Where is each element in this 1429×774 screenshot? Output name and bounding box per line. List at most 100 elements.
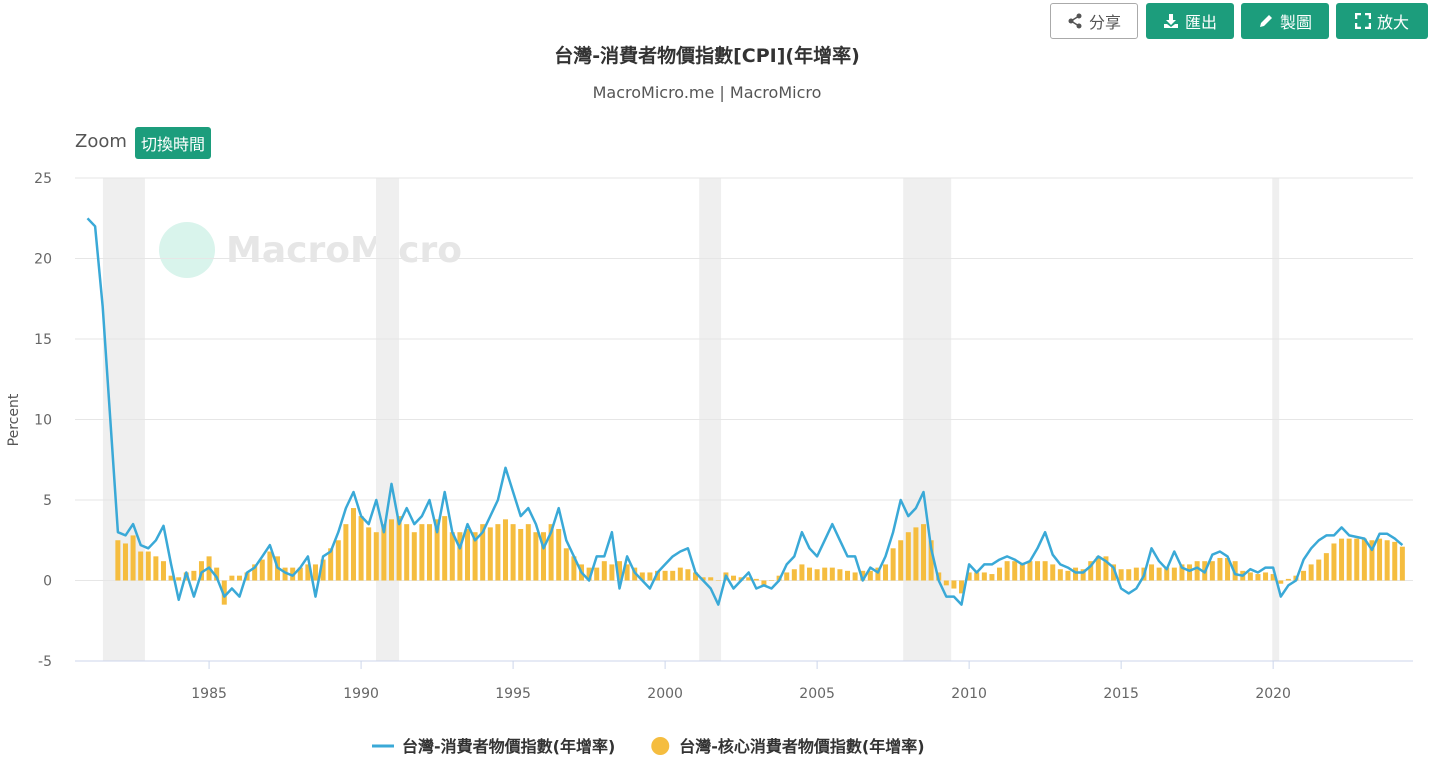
core-cpi-bar bbox=[198, 561, 204, 581]
core-cpi-bar bbox=[495, 524, 501, 581]
core-cpi-bar bbox=[1255, 574, 1261, 581]
core-cpi-bar bbox=[1377, 538, 1383, 581]
core-cpi-bar bbox=[328, 548, 334, 581]
core-cpi-bar bbox=[693, 572, 699, 581]
core-cpi-bar bbox=[708, 577, 714, 581]
core-cpi-bar bbox=[1232, 561, 1238, 581]
core-cpi-bar bbox=[533, 532, 539, 581]
core-cpi-bar bbox=[761, 580, 767, 586]
core-cpi-bar bbox=[1179, 564, 1185, 581]
core-cpi-bar bbox=[525, 524, 531, 581]
core-cpi-bar bbox=[1073, 567, 1079, 581]
core-cpi-bar bbox=[1361, 538, 1367, 581]
core-cpi-bar bbox=[183, 572, 189, 581]
core-cpi-bar bbox=[176, 577, 182, 581]
core-cpi-bar bbox=[145, 551, 151, 581]
recession-band bbox=[375, 178, 400, 661]
share-button[interactable]: 分享 bbox=[1050, 3, 1138, 39]
recession-band bbox=[903, 178, 952, 661]
core-cpi-bar bbox=[655, 570, 661, 581]
export-button[interactable]: 匯出 bbox=[1146, 3, 1234, 39]
core-cpi-bar bbox=[662, 570, 668, 581]
core-cpi-bar bbox=[989, 574, 995, 581]
core-cpi-bar bbox=[1384, 540, 1390, 581]
core-cpi-bar bbox=[1004, 561, 1010, 581]
draw-icon bbox=[1259, 15, 1272, 27]
core-cpi-bar bbox=[799, 564, 805, 581]
core-cpi-bar bbox=[791, 569, 797, 581]
plot-area bbox=[75, 177, 1413, 662]
core-cpi-bar bbox=[624, 564, 630, 581]
expand-button[interactable]: 放大 bbox=[1336, 3, 1428, 39]
core-cpi-bar bbox=[191, 570, 197, 581]
core-cpi-bar bbox=[1035, 561, 1041, 581]
core-cpi-bar bbox=[312, 564, 318, 581]
watermark-logo bbox=[159, 222, 215, 278]
core-cpi-bar bbox=[282, 567, 288, 581]
core-cpi-bar bbox=[563, 548, 569, 581]
core-cpi-bar bbox=[890, 548, 896, 581]
core-cpi-bar bbox=[913, 527, 919, 581]
x-tick-label: 2000 bbox=[647, 686, 683, 702]
core-cpi-bar bbox=[1118, 569, 1124, 581]
core-cpi-bar bbox=[335, 540, 341, 581]
core-cpi-bar bbox=[905, 532, 911, 581]
core-cpi-bar bbox=[867, 570, 873, 581]
core-cpi-bar bbox=[845, 570, 851, 581]
core-cpi-bar bbox=[639, 572, 645, 581]
legend-label: 台灣-消費者物價指數(年增率) bbox=[402, 737, 615, 756]
core-cpi-bar bbox=[1369, 540, 1375, 581]
core-cpi-bar bbox=[685, 569, 691, 581]
cpi-line bbox=[86, 217, 1404, 606]
core-cpi-bar bbox=[769, 580, 775, 581]
core-cpi-bar bbox=[875, 567, 881, 581]
core-cpi-bar bbox=[1331, 543, 1337, 581]
core-cpi-bar bbox=[1156, 567, 1162, 581]
core-cpi-bar bbox=[267, 551, 273, 581]
y-tick-label: -5 bbox=[38, 654, 52, 670]
core-cpi-bar bbox=[837, 569, 843, 581]
core-cpi-bar bbox=[860, 570, 866, 581]
core-cpi-bar bbox=[677, 567, 683, 581]
core-cpi-bar bbox=[358, 516, 364, 581]
core-cpi-bar bbox=[1308, 564, 1314, 581]
core-cpi-bar bbox=[1278, 580, 1284, 584]
core-cpi-bar bbox=[1103, 556, 1109, 581]
core-cpi-bar bbox=[609, 564, 615, 581]
core-cpi-bar bbox=[571, 556, 577, 581]
core-cpi-bar bbox=[1050, 564, 1056, 581]
y-axis-label: Percent bbox=[6, 393, 22, 446]
core-cpi-bar bbox=[236, 575, 242, 581]
core-cpi-bar bbox=[1149, 564, 1155, 581]
core-cpi-bar bbox=[510, 524, 516, 581]
core-cpi-bar bbox=[883, 564, 889, 581]
zoom-button[interactable]: 切換時間 bbox=[135, 127, 212, 159]
core-cpi-bar bbox=[1354, 538, 1360, 581]
core-cpi-bar bbox=[966, 572, 972, 581]
core-cpi-bar bbox=[244, 572, 250, 581]
core-cpi-bar bbox=[130, 535, 136, 581]
x-tick-label: 1995 bbox=[495, 686, 531, 702]
core-cpi-bar bbox=[221, 580, 227, 605]
core-cpi-bar bbox=[122, 543, 128, 581]
core-cpi-bar bbox=[586, 567, 592, 581]
draw-button[interactable]: 製圖 bbox=[1241, 3, 1329, 39]
draw-label: 製圖 bbox=[1279, 13, 1312, 32]
core-cpi-bar bbox=[442, 516, 448, 581]
core-cpi-bar bbox=[381, 524, 387, 581]
core-cpi-bar bbox=[153, 556, 159, 581]
core-cpi-bar bbox=[214, 567, 220, 581]
core-cpi-bar bbox=[1194, 561, 1200, 581]
core-cpi-bar bbox=[1111, 564, 1117, 581]
core-cpi-bar bbox=[259, 559, 265, 581]
core-cpi-bar bbox=[1217, 557, 1223, 581]
core-cpi-bar bbox=[540, 532, 546, 581]
recession-band bbox=[102, 178, 145, 661]
core-cpi-bar bbox=[480, 524, 486, 581]
core-cpi-bar bbox=[366, 527, 372, 581]
y-tick-label: 15 bbox=[34, 332, 52, 348]
core-cpi-bar bbox=[457, 532, 463, 581]
core-cpi-bar bbox=[297, 567, 303, 581]
core-cpi-bar bbox=[921, 524, 927, 581]
chart-title: 台灣-消費者物價指數[CPI](年增率) bbox=[554, 44, 860, 67]
